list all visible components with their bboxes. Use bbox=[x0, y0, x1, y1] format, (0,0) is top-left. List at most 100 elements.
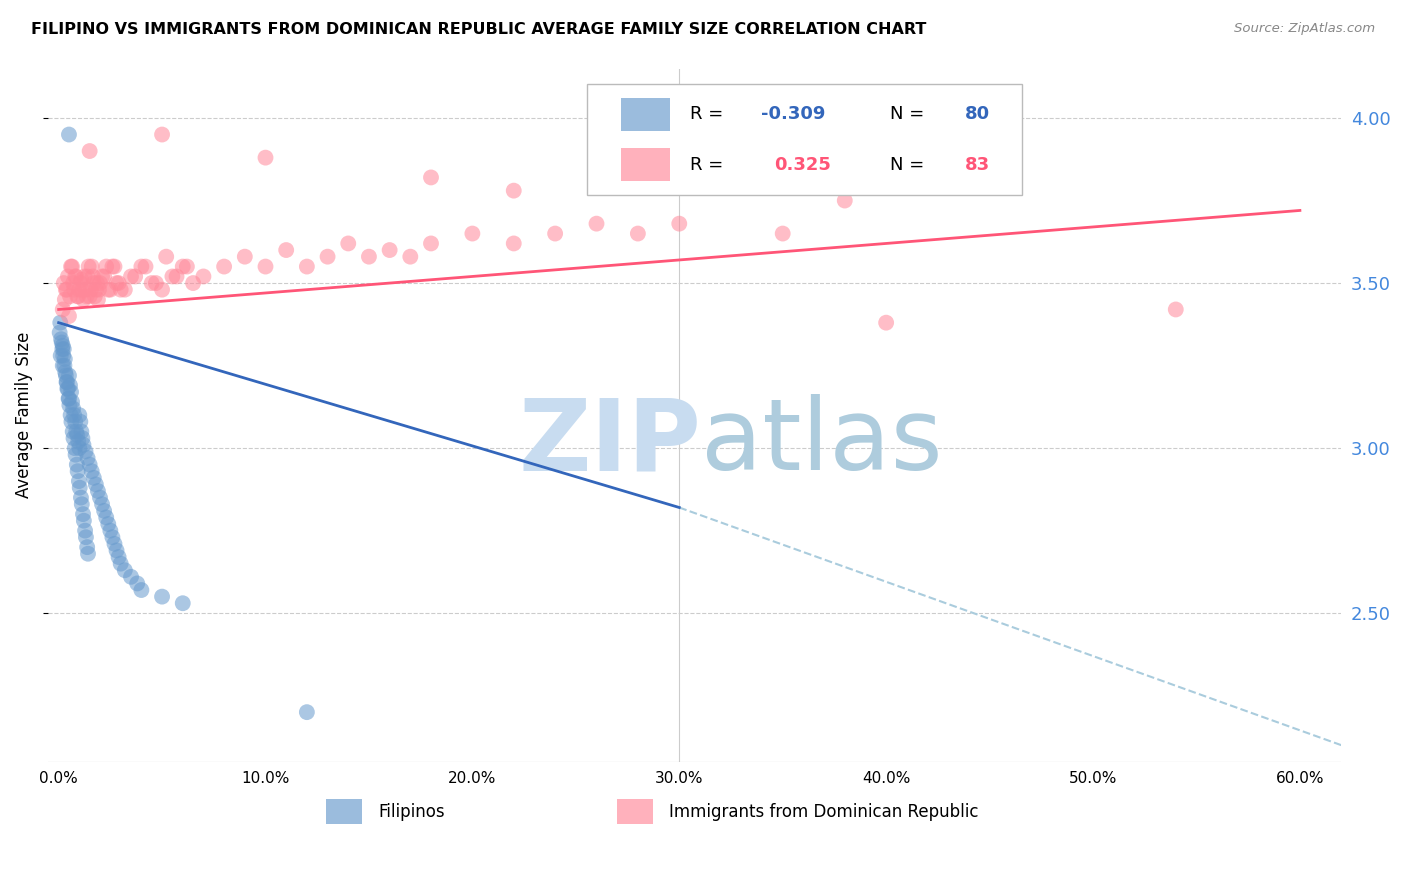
Point bbox=[585, 217, 607, 231]
Point bbox=[87, 293, 110, 307]
Point bbox=[875, 316, 897, 330]
Point bbox=[69, 276, 91, 290]
Point bbox=[80, 283, 103, 297]
Point bbox=[76, 269, 98, 284]
Point bbox=[212, 260, 235, 274]
Point bbox=[378, 243, 401, 257]
Point bbox=[172, 596, 194, 610]
Point bbox=[65, 448, 87, 462]
Point bbox=[65, 269, 87, 284]
Point bbox=[63, 408, 86, 422]
Point bbox=[357, 250, 380, 264]
Text: atlas: atlas bbox=[702, 394, 943, 491]
Point bbox=[75, 283, 97, 297]
Point bbox=[62, 425, 84, 439]
Point bbox=[120, 570, 142, 584]
Point bbox=[55, 368, 77, 383]
Point bbox=[399, 250, 422, 264]
Text: Immigrants from Dominican Republic: Immigrants from Dominican Republic bbox=[669, 803, 979, 821]
Point bbox=[145, 276, 167, 290]
Point bbox=[93, 269, 115, 284]
Text: FILIPINO VS IMMIGRANTS FROM DOMINICAN REPUBLIC AVERAGE FAMILY SIZE CORRELATION C: FILIPINO VS IMMIGRANTS FROM DOMINICAN RE… bbox=[31, 22, 927, 37]
Point bbox=[83, 471, 105, 485]
Point bbox=[337, 236, 360, 251]
Point bbox=[58, 392, 80, 406]
Point bbox=[87, 283, 110, 297]
Point bbox=[52, 302, 75, 317]
Point bbox=[79, 458, 101, 472]
Point bbox=[1164, 302, 1187, 317]
Point bbox=[114, 563, 136, 577]
Point bbox=[66, 428, 89, 442]
FancyBboxPatch shape bbox=[617, 799, 654, 824]
Point bbox=[60, 395, 83, 409]
Point bbox=[772, 227, 794, 241]
Point bbox=[107, 549, 129, 564]
Point bbox=[56, 283, 79, 297]
Point bbox=[52, 359, 75, 373]
Point bbox=[51, 335, 73, 350]
Point bbox=[79, 144, 101, 158]
Point bbox=[59, 378, 82, 392]
Point bbox=[254, 151, 277, 165]
Point bbox=[89, 276, 111, 290]
Point bbox=[97, 283, 120, 297]
Point bbox=[166, 269, 188, 284]
Point bbox=[254, 260, 277, 274]
Point bbox=[49, 332, 72, 346]
Point bbox=[150, 283, 173, 297]
Point bbox=[60, 260, 83, 274]
Point bbox=[834, 194, 856, 208]
Point bbox=[56, 382, 79, 396]
Point bbox=[66, 458, 89, 472]
Point bbox=[58, 392, 80, 406]
Point bbox=[56, 269, 79, 284]
Text: -0.309: -0.309 bbox=[761, 105, 825, 123]
Point bbox=[83, 289, 105, 303]
FancyBboxPatch shape bbox=[326, 799, 363, 824]
Point bbox=[60, 260, 83, 274]
Point bbox=[52, 349, 75, 363]
Point bbox=[97, 516, 120, 531]
Point bbox=[52, 339, 75, 353]
Point bbox=[87, 483, 110, 498]
Point bbox=[70, 273, 93, 287]
FancyBboxPatch shape bbox=[621, 148, 671, 181]
Point bbox=[75, 524, 97, 538]
Point bbox=[103, 537, 125, 551]
Point bbox=[176, 260, 198, 274]
Point bbox=[131, 582, 153, 597]
Point bbox=[77, 547, 100, 561]
Point bbox=[84, 283, 107, 297]
Point bbox=[67, 283, 90, 297]
Text: Filipinos: Filipinos bbox=[378, 803, 444, 821]
Point bbox=[53, 365, 76, 379]
Point bbox=[69, 415, 91, 429]
Text: 0.325: 0.325 bbox=[773, 156, 831, 174]
Point bbox=[110, 557, 132, 571]
Point bbox=[70, 425, 93, 439]
FancyBboxPatch shape bbox=[621, 98, 671, 131]
Y-axis label: Average Family Size: Average Family Size bbox=[15, 332, 32, 499]
Point bbox=[72, 431, 94, 445]
Point bbox=[62, 431, 84, 445]
Point bbox=[55, 375, 77, 389]
Point bbox=[91, 269, 114, 284]
Point bbox=[627, 227, 650, 241]
Point bbox=[75, 444, 97, 458]
Point bbox=[72, 293, 94, 307]
Point bbox=[56, 375, 79, 389]
Point bbox=[668, 217, 690, 231]
Text: 83: 83 bbox=[965, 156, 990, 174]
Point bbox=[69, 481, 91, 495]
Point bbox=[96, 510, 118, 524]
Point bbox=[93, 504, 115, 518]
Point bbox=[110, 283, 132, 297]
Point bbox=[295, 705, 318, 719]
Point bbox=[58, 309, 80, 323]
Point bbox=[461, 227, 484, 241]
Point bbox=[59, 289, 82, 303]
Point bbox=[73, 514, 96, 528]
Point bbox=[49, 316, 72, 330]
Point bbox=[53, 359, 76, 373]
